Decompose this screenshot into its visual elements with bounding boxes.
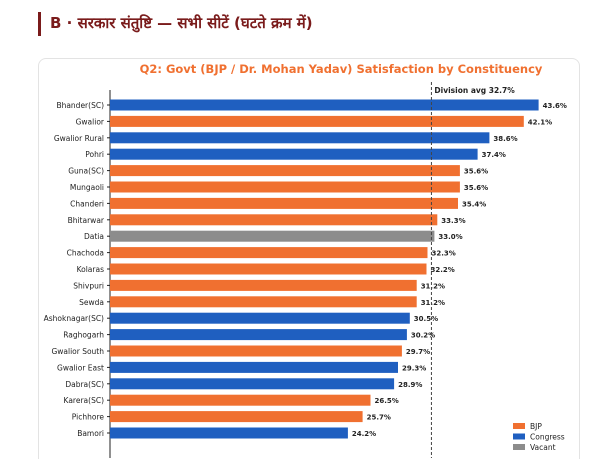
- bar: [110, 181, 460, 193]
- value-label: 30.2%: [411, 332, 435, 340]
- legend-label: Vacant: [530, 443, 556, 452]
- value-label: 32.3%: [432, 250, 456, 258]
- value-label: 28.9%: [398, 381, 422, 389]
- bar: [110, 197, 458, 209]
- bar: [110, 99, 539, 111]
- bar: [110, 329, 407, 341]
- value-label: 32.2%: [431, 266, 455, 274]
- legend-label: Congress: [530, 433, 565, 442]
- bar: [110, 230, 435, 242]
- category-label: Gwalior South: [51, 347, 104, 356]
- bar: [110, 148, 478, 160]
- bar: [110, 214, 438, 226]
- bar: [110, 165, 460, 177]
- category-label: Chachoda: [67, 249, 104, 258]
- legend-label: BJP: [530, 422, 542, 431]
- value-label: 35.6%: [464, 184, 488, 192]
- bar: [110, 115, 524, 127]
- category-label: Mungaoli: [70, 183, 104, 192]
- value-label: 26.5%: [375, 397, 399, 405]
- bar: [110, 361, 398, 373]
- section-accent-bar: [38, 12, 41, 36]
- value-label: 29.7%: [406, 348, 430, 356]
- category-label: Chanderi: [70, 199, 104, 208]
- value-label: 37.4%: [482, 151, 506, 159]
- bar: [110, 427, 348, 439]
- bar: [110, 263, 427, 275]
- section-title: B · सरकार संतुष्टि — सभी सीटें (घटते क्र…: [50, 14, 313, 32]
- bar: [110, 279, 417, 291]
- category-label: Gwalior East: [57, 363, 104, 372]
- bar: [110, 378, 395, 390]
- category-label: Gwalior Rural: [54, 134, 104, 143]
- value-label: 31.2%: [421, 299, 445, 307]
- value-label: 25.7%: [367, 414, 391, 422]
- bar: [110, 312, 410, 324]
- category-label: Raghogarh: [63, 331, 104, 340]
- chart-title: Q2: Govt (BJP / Dr. Mohan Yadav) Satisfa…: [140, 62, 543, 76]
- legend-swatch: [513, 433, 525, 440]
- category-label: Bamori: [77, 429, 104, 438]
- value-label: 43.6%: [543, 102, 567, 110]
- category-label: Bhitarwar: [68, 216, 105, 225]
- value-label: 33.3%: [441, 217, 465, 225]
- bar: [110, 132, 490, 144]
- category-label: Bhander(SC): [56, 101, 104, 110]
- category-label: Sewda: [79, 298, 104, 307]
- category-label: Ashoknagar(SC): [44, 314, 104, 323]
- value-label: 29.3%: [402, 364, 426, 372]
- bar: [110, 296, 417, 308]
- value-label: 24.2%: [352, 430, 376, 438]
- category-label: Dabra(SC): [65, 380, 104, 389]
- category-label: Guna(SC): [68, 167, 104, 176]
- category-label: Datia: [84, 232, 104, 241]
- category-label: Gwalior: [76, 117, 105, 126]
- category-label: Pohri: [85, 150, 104, 159]
- value-label: 42.1%: [528, 118, 552, 126]
- bar: [110, 394, 371, 406]
- value-label: 38.6%: [493, 135, 517, 143]
- value-label: 31.2%: [421, 282, 445, 290]
- value-label: 35.4%: [462, 200, 486, 208]
- value-label: 35.6%: [464, 168, 488, 176]
- bar: [110, 247, 428, 259]
- value-label: 30.5%: [414, 315, 438, 323]
- category-label: Kolaras: [77, 265, 104, 274]
- category-label: Shivpuri: [73, 281, 104, 290]
- bar: [110, 411, 363, 423]
- category-label: Pichhore: [72, 413, 105, 422]
- legend-swatch: [513, 423, 525, 429]
- average-reference-label: Division avg 32.7%: [434, 86, 515, 95]
- category-label: Karera(SC): [64, 396, 105, 405]
- legend-swatch: [513, 444, 525, 450]
- bar: [110, 345, 402, 357]
- value-label: 33.0%: [438, 233, 462, 241]
